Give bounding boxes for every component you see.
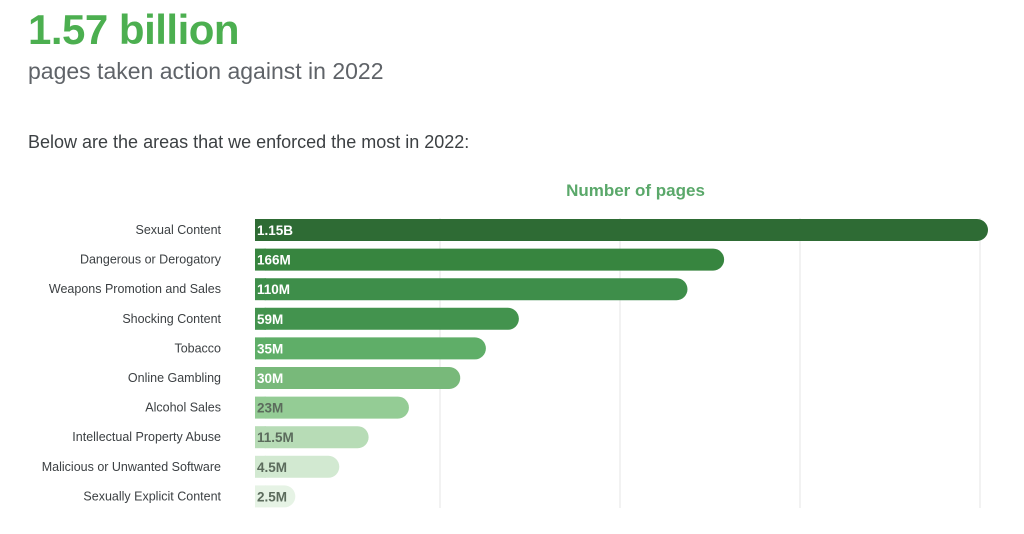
bar-left-edge — [255, 367, 266, 389]
bar-left-edge — [255, 278, 266, 301]
data-label: 2.5M — [257, 489, 287, 504]
bar-left-edge — [255, 248, 266, 271]
data-label: 11.5M — [257, 430, 294, 445]
bar — [255, 367, 461, 389]
data-label: 30M — [257, 371, 283, 386]
category-label: Sexual Content — [136, 223, 222, 237]
bar-left-edge — [255, 485, 266, 508]
category-label: Tobacco — [174, 341, 221, 355]
category-label: Shocking Content — [122, 312, 221, 326]
data-label: 1.15B — [257, 223, 293, 238]
data-label: 4.5M — [257, 460, 287, 475]
category-label: Sexually Explicit Content — [83, 489, 221, 503]
headline-subtitle: pages taken action against in 2022 — [28, 58, 384, 84]
bar-left-edge — [255, 307, 266, 330]
intro-text: Below are the areas that we enforced the… — [28, 132, 470, 152]
bar — [255, 307, 519, 330]
data-label: 166M — [257, 253, 291, 268]
data-label: 35M — [257, 341, 283, 356]
bar — [255, 337, 486, 360]
category-label: Dangerous or Derogatory — [80, 253, 222, 267]
bar-left-edge — [255, 426, 266, 449]
bar-left-edge — [255, 337, 266, 360]
bar — [255, 455, 340, 478]
category-label: Online Gambling — [128, 371, 221, 385]
bar-left-edge — [255, 455, 266, 478]
data-label: 23M — [257, 401, 283, 416]
bar-left-edge — [255, 396, 266, 419]
data-label: 110M — [257, 282, 290, 297]
data-label: 59M — [257, 312, 283, 327]
category-label: Malicious or Unwanted Software — [42, 460, 221, 474]
bar — [255, 396, 409, 419]
category-label: Weapons Promotion and Sales — [49, 282, 221, 296]
bar — [255, 248, 725, 271]
bar — [255, 219, 988, 241]
headline-total: 1.57 billion — [28, 6, 240, 53]
category-label: Intellectual Property Abuse — [72, 430, 221, 444]
bar — [255, 278, 688, 301]
chart-title: Number of pages — [566, 181, 705, 200]
category-label: Alcohol Sales — [145, 401, 221, 415]
bar-left-edge — [255, 219, 266, 241]
bar — [255, 426, 369, 449]
